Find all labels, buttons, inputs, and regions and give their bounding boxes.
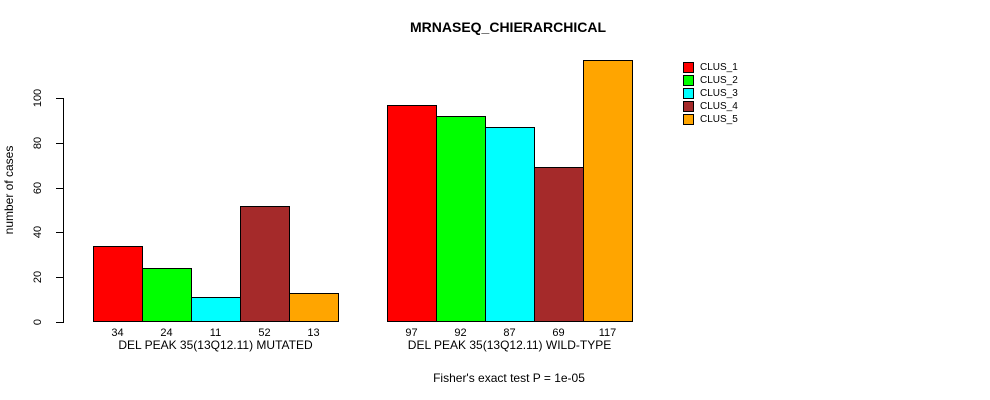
bar-clus-2-group2 bbox=[436, 115, 486, 322]
bar-value-label: 34 bbox=[111, 327, 124, 339]
annotation-text: Fisher's exact test P = 1e-05 bbox=[433, 371, 585, 385]
bar-value-label: 24 bbox=[160, 327, 173, 339]
bar-value-label: 69 bbox=[552, 327, 565, 339]
y-tick-label: 80 bbox=[32, 136, 44, 149]
chart-title: MRNASEQ_CHIERARCHICAL bbox=[409, 19, 607, 35]
bar-clus-2-group1 bbox=[142, 268, 192, 322]
legend: CLUS_1 CLUS_2 CLUS_3 CLUS_4 CLUS_5 bbox=[683, 61, 738, 126]
bar-value-label: 13 bbox=[307, 327, 320, 339]
bar-value-label: 117 bbox=[598, 327, 617, 339]
bar-value-label: 11 bbox=[209, 327, 222, 339]
y-tick-label: 40 bbox=[32, 226, 44, 239]
bar-clus-3-group2 bbox=[485, 127, 535, 322]
y-axis-tick bbox=[56, 277, 63, 279]
legend-swatch-clus-1 bbox=[683, 62, 694, 73]
bar-clus-1-group1 bbox=[93, 245, 143, 322]
bar-clus-4-group2 bbox=[534, 167, 584, 322]
bar-value-label: 52 bbox=[258, 327, 271, 339]
y-tick-label: 0 bbox=[32, 318, 44, 326]
bar-value-label: 97 bbox=[405, 327, 418, 339]
legend-swatch-clus-4 bbox=[683, 101, 694, 112]
legend-item-clus-4: CLUS_4 bbox=[683, 100, 738, 113]
bar-value-label: 92 bbox=[454, 327, 467, 339]
legend-swatch-clus-3 bbox=[683, 88, 694, 99]
y-tick-label: 20 bbox=[32, 271, 44, 284]
legend-item-clus-1: CLUS_1 bbox=[683, 61, 738, 74]
legend-swatch-clus-2 bbox=[683, 75, 694, 86]
bar-clus-3-group1 bbox=[191, 297, 241, 322]
y-tick-label: 100 bbox=[32, 88, 44, 108]
y-axis-tick bbox=[56, 98, 63, 99]
bar-value-label: 87 bbox=[503, 327, 516, 339]
legend-item-clus-5: CLUS_5 bbox=[683, 113, 738, 126]
legend-item-clus-3: CLUS_3 bbox=[683, 87, 738, 100]
bar-clus-5-group2 bbox=[583, 59, 633, 322]
y-axis-tick bbox=[56, 187, 63, 189]
legend-label: CLUS_5 bbox=[700, 114, 738, 125]
legend-label: CLUS_2 bbox=[700, 75, 738, 86]
bar-clus-1-group2 bbox=[387, 104, 437, 322]
legend-label: CLUS_3 bbox=[700, 88, 738, 99]
bar-clus-5-group1 bbox=[289, 292, 339, 322]
group-label: DEL PEAK 35(13Q12.11) MUTATED bbox=[118, 338, 313, 352]
y-axis-tick bbox=[56, 142, 63, 144]
y-axis-tick bbox=[56, 232, 63, 234]
group-label: DEL PEAK 35(13Q12.11) WILD-TYPE bbox=[407, 338, 612, 352]
legend-swatch-clus-5 bbox=[683, 114, 694, 125]
legend-label: CLUS_1 bbox=[700, 62, 738, 73]
y-axis-tick bbox=[56, 322, 63, 323]
legend-item-clus-2: CLUS_2 bbox=[683, 74, 738, 87]
y-axis-line bbox=[63, 98, 64, 323]
legend-label: CLUS_4 bbox=[700, 101, 738, 112]
y-tick-label: 60 bbox=[32, 181, 44, 194]
bar-clus-4-group1 bbox=[240, 205, 290, 322]
